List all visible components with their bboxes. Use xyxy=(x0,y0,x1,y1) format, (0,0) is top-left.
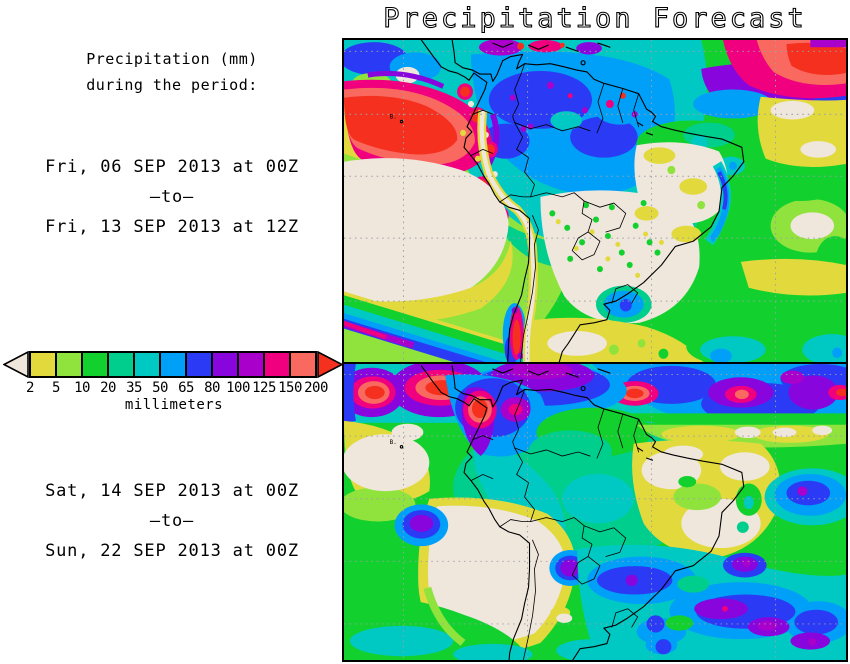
legend-box-150-200 xyxy=(291,353,315,376)
period-2-dates: Sat, 14 SEP 2013 at 00Z –to– Sun, 22 SEP… xyxy=(0,476,344,566)
legend-tick-10: 10 xyxy=(74,380,90,396)
variable-label-line1: Precipitation (mm) xyxy=(86,50,258,68)
legend-box-5-10 xyxy=(57,353,83,376)
legend-box-50-65 xyxy=(161,353,187,376)
legend-unit-label: millimeters xyxy=(124,397,224,413)
legend-tick-200: 200 xyxy=(304,380,328,396)
panel-1-amazon-speckle xyxy=(549,199,661,273)
precip-map-panel-2 xyxy=(344,364,846,660)
legend-box-20-35 xyxy=(109,353,135,376)
period-2-end: Sun, 22 SEP 2013 at 00Z xyxy=(45,541,299,561)
legend-tick-2: 2 xyxy=(26,380,34,396)
legend-tick-50: 50 xyxy=(152,380,168,396)
legend-tick-100: 100 xyxy=(226,380,250,396)
variable-label-line2: during the period: xyxy=(86,76,258,94)
legend-tick-5: 5 xyxy=(52,380,60,396)
forecast-map-frame xyxy=(342,38,848,662)
period-1-separator: –to– xyxy=(149,187,195,207)
legend-box-65-80 xyxy=(187,353,213,376)
legend-box-2-5 xyxy=(31,353,57,376)
period-2-start: Sat, 14 SEP 2013 at 00Z xyxy=(45,481,299,501)
panel-1-graticule xyxy=(344,40,846,362)
panel-2-precip-fills xyxy=(344,364,846,660)
variable-label: Precipitation (mm) during the period: xyxy=(0,46,344,98)
legend-tick-row: 2 5 10 20 35 50 65 80 100 125 150 200 xyxy=(3,380,353,396)
period-1-dates: Fri, 06 SEP 2013 at 00Z –to– Fri, 13 SEP… xyxy=(0,152,344,242)
legend-tick-150: 150 xyxy=(278,380,302,396)
period-1-start: Fri, 06 SEP 2013 at 00Z xyxy=(45,157,299,177)
legend-box-10-20 xyxy=(83,353,109,376)
precip-map-panel-1 xyxy=(344,40,846,362)
legend-tick-20: 20 xyxy=(100,380,116,396)
legend-box-35-50 xyxy=(135,353,161,376)
panel-divider xyxy=(344,362,846,364)
legend-tick-35: 35 xyxy=(126,380,142,396)
color-scale-legend xyxy=(3,351,343,378)
legend-box-80-100 xyxy=(213,353,239,376)
legend-tick-80: 80 xyxy=(204,380,220,396)
panel-1-precip-fills xyxy=(344,40,846,362)
period-2-separator: –to– xyxy=(149,511,195,531)
legend-color-boxes xyxy=(29,351,317,378)
panel-2-graticule xyxy=(344,364,846,660)
legend-tick-65: 65 xyxy=(178,380,194,396)
legend-above-max-arrow xyxy=(317,351,343,378)
legend-box-100-125 xyxy=(239,353,265,376)
legend-box-125-150 xyxy=(265,353,291,376)
legend-tick-125: 125 xyxy=(252,380,276,396)
period-1-end: Fri, 13 SEP 2013 at 12Z xyxy=(45,217,299,237)
page-title: Precipitation Forecast xyxy=(383,2,807,34)
legend-below-min-arrow xyxy=(3,351,29,378)
